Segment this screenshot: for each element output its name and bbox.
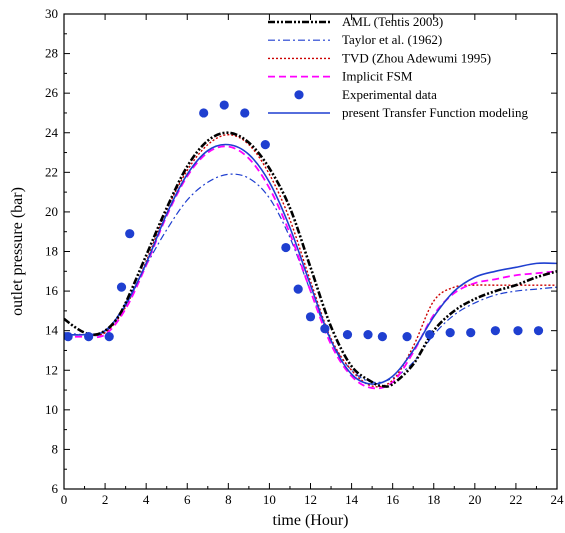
- x-tick-label: 4: [143, 492, 150, 507]
- y-tick-label: 22: [45, 164, 58, 179]
- series-line-1: [64, 173, 557, 384]
- x-tick-label: 8: [225, 492, 232, 507]
- x-tick-label: 0: [61, 492, 68, 507]
- legend-item: present Transfer Function modeling: [268, 105, 528, 120]
- x-tick-label: 12: [304, 492, 317, 507]
- x-tick-label: 18: [427, 492, 440, 507]
- data-point: [533, 326, 544, 336]
- x-tick-label: 6: [184, 492, 191, 507]
- legend-item: AML (Tentis 2003): [268, 14, 443, 29]
- data-point: [260, 140, 270, 150]
- series-line-2: [64, 134, 557, 388]
- data-point: [64, 332, 73, 342]
- legend-label: present Transfer Function modeling: [342, 105, 528, 120]
- legend-marker: [294, 90, 304, 100]
- y-tick-label: 30: [45, 6, 58, 21]
- data-point: [281, 242, 291, 253]
- data-point: [377, 332, 387, 342]
- y-tick-label: 28: [45, 46, 58, 61]
- legend-label: Experimental data: [342, 87, 437, 102]
- x-tick-label: 14: [345, 492, 359, 507]
- legend-label: TVD (Zhou Adewumi 1995): [342, 50, 491, 65]
- y-tick-label: 16: [45, 283, 59, 298]
- data-point: [363, 330, 373, 340]
- data-point: [490, 326, 500, 336]
- y-tick-label: 14: [45, 323, 59, 338]
- x-tick-label: 24: [551, 492, 565, 507]
- y-tick-label: 6: [52, 481, 59, 496]
- data-point: [84, 332, 94, 342]
- y-tick-label: 12: [45, 362, 58, 377]
- legend-item: Implicit FSM: [268, 69, 413, 84]
- ticks-layer: 0 2 4 6 8 10 12 14 16 18 20 22 246810121416182022242…: [45, 6, 564, 507]
- series-layer: [64, 100, 557, 390]
- data-point: [402, 332, 412, 342]
- plot-frame: [63, 13, 558, 490]
- data-point: [293, 284, 303, 294]
- series-line-0: [64, 131, 557, 388]
- data-point: [116, 282, 127, 292]
- data-point: [305, 312, 316, 322]
- data-point: [425, 330, 435, 340]
- series-line-5: [64, 143, 557, 385]
- legend-item: Experimental data: [294, 87, 437, 102]
- data-point: [240, 108, 250, 118]
- data-point: [342, 330, 353, 340]
- legend-label: Implicit FSM: [342, 69, 413, 84]
- legend-item: Taylor et al. (1962): [268, 32, 442, 47]
- series-line-3: [64, 145, 557, 390]
- y-tick-label: 24: [45, 125, 59, 140]
- data-point: [445, 328, 455, 338]
- x-tick-label: 22: [509, 492, 522, 507]
- x-tick-label: 16: [386, 492, 400, 507]
- x-tick-label: 2: [102, 492, 109, 507]
- data-point: [125, 229, 135, 239]
- x-tick-label: 20: [468, 492, 481, 507]
- x-tick-label: 10: [263, 492, 276, 507]
- data-point: [320, 324, 330, 334]
- data-point: [199, 108, 209, 118]
- data-point: [513, 326, 523, 336]
- series-experimental-data: [64, 100, 544, 342]
- legend-item: TVD (Zhou Adewumi 1995): [268, 50, 491, 65]
- legend: AML (Tentis 2003) Taylor et al. (1962) TVD…: [268, 14, 528, 120]
- y-tick-label: 20: [45, 204, 58, 219]
- y-tick-label: 18: [45, 244, 58, 259]
- data-point: [104, 332, 114, 342]
- legend-label: AML (Tentis 2003): [342, 14, 443, 29]
- y-tick-label: 10: [45, 402, 58, 417]
- y-tick-label: 26: [45, 85, 59, 100]
- y-axis-label: outlet pressure (bar): [9, 187, 26, 316]
- x-axis-label: time (Hour): [273, 512, 349, 529]
- data-point: [219, 100, 229, 110]
- data-point: [466, 328, 476, 338]
- legend-label: Taylor et al. (1962): [342, 32, 442, 47]
- y-tick-label: 8: [52, 441, 59, 456]
